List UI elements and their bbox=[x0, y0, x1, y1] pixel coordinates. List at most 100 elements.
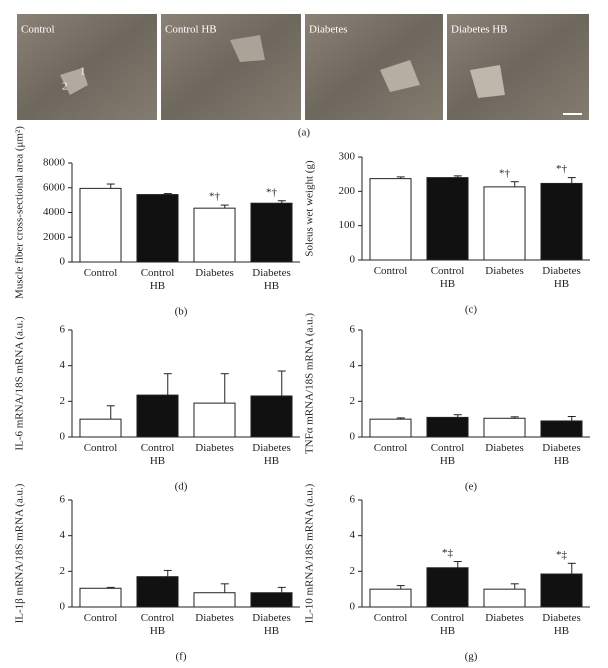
x-tick-label: Control HB bbox=[431, 442, 465, 467]
y-axis-label: TNFα mRNA/18S mRNA (a.u.) bbox=[304, 313, 316, 454]
significance-marker: *† bbox=[209, 191, 221, 203]
y-tick-label: 6 bbox=[60, 494, 66, 506]
y-tick-label: 8000 bbox=[43, 157, 66, 169]
panel-label: (d) bbox=[175, 481, 188, 493]
y-axis-label: Soleus wet weight (g) bbox=[304, 160, 316, 257]
x-tick-label: Control bbox=[84, 612, 118, 624]
bar bbox=[250, 592, 293, 608]
x-tick-label: Diabetes bbox=[195, 442, 233, 454]
panel-title: Control HB bbox=[165, 24, 217, 36]
significance-marker: *‡ bbox=[442, 547, 454, 559]
x-tick-label: Diabetes HB bbox=[542, 442, 580, 467]
panel-label: (g) bbox=[465, 651, 478, 663]
y-tick-label: 0 bbox=[350, 431, 356, 443]
bar bbox=[483, 417, 526, 438]
bar bbox=[540, 573, 583, 608]
panel-label: (e) bbox=[465, 481, 478, 493]
x-tick-label: Diabetes bbox=[485, 265, 523, 277]
bar bbox=[193, 592, 236, 608]
bar bbox=[136, 576, 179, 608]
y-tick-label: 100 bbox=[339, 219, 356, 231]
y-tick-label: 6 bbox=[350, 494, 356, 506]
x-tick-label: Diabetes HB bbox=[252, 267, 290, 292]
bar bbox=[426, 567, 469, 608]
fiber bbox=[230, 35, 265, 62]
x-tick-label: Control HB bbox=[141, 267, 175, 292]
y-axis-label: IL-1β mRNA/18S mRNA (a.u.) bbox=[14, 483, 26, 623]
y-axis-label: IL-10 mRNA/18S mRNA (a.u.) bbox=[304, 483, 316, 623]
panel-title: Diabetes HB bbox=[451, 24, 508, 36]
y-tick-label: 200 bbox=[339, 185, 356, 197]
x-tick-label: Control HB bbox=[431, 265, 465, 290]
significance-marker: *‡ bbox=[556, 549, 568, 561]
y-tick-label: 2 bbox=[350, 395, 356, 407]
panel-title: Control bbox=[21, 24, 55, 36]
y-tick-label: 0 bbox=[60, 601, 66, 613]
micrograph bbox=[305, 14, 443, 120]
y-tick-label: 2 bbox=[60, 565, 66, 577]
y-tick-label: 300 bbox=[339, 151, 356, 163]
y-axis-label: IL-6 mRNA/18S mRNA (a.u.) bbox=[14, 316, 26, 450]
x-tick-label: Diabetes HB bbox=[542, 265, 580, 290]
panel-title: Diabetes bbox=[309, 24, 347, 36]
bar bbox=[426, 177, 469, 261]
bar bbox=[136, 194, 179, 263]
fiber bbox=[380, 60, 420, 92]
panel-label: (b) bbox=[175, 306, 188, 318]
x-tick-label: Control HB bbox=[141, 442, 175, 467]
bar bbox=[426, 416, 469, 438]
x-tick-label: Diabetes HB bbox=[252, 612, 290, 637]
bar bbox=[483, 588, 526, 608]
x-tick-label: Diabetes bbox=[195, 267, 233, 279]
panel-label: (c) bbox=[465, 304, 478, 316]
y-tick-label: 0 bbox=[350, 601, 356, 613]
y-tick-label: 4 bbox=[60, 359, 66, 371]
y-tick-label: 4 bbox=[350, 529, 356, 541]
y-tick-label: 4 bbox=[60, 529, 66, 541]
x-tick-label: Control bbox=[374, 265, 408, 277]
micrograph bbox=[17, 14, 157, 120]
significance-marker: *† bbox=[266, 186, 278, 198]
x-tick-label: Control HB bbox=[141, 612, 175, 637]
micrograph bbox=[447, 14, 589, 120]
bar bbox=[193, 207, 236, 263]
bar bbox=[540, 182, 583, 261]
significance-marker: *† bbox=[499, 167, 511, 179]
y-tick-label: 4000 bbox=[43, 206, 66, 218]
y-tick-label: 0 bbox=[350, 254, 356, 266]
y-tick-label: 6000 bbox=[43, 181, 66, 193]
y-tick-label: 2 bbox=[350, 565, 356, 577]
panel-label: (f) bbox=[176, 651, 187, 663]
x-tick-label: Diabetes bbox=[195, 612, 233, 624]
y-tick-label: 4 bbox=[350, 359, 356, 371]
bar bbox=[136, 394, 179, 438]
micrograph bbox=[161, 14, 301, 120]
bar bbox=[369, 588, 412, 608]
bar bbox=[369, 418, 412, 438]
bar bbox=[79, 418, 122, 438]
bar bbox=[540, 420, 583, 438]
y-axis-label: Muscle fiber cross-sectional area (μm²) bbox=[14, 126, 26, 299]
x-tick-label: Control bbox=[374, 612, 408, 624]
y-tick-label: 0 bbox=[60, 431, 66, 443]
fiber bbox=[60, 68, 88, 95]
y-tick-label: 6 bbox=[60, 324, 66, 336]
bar bbox=[250, 395, 293, 438]
fiber-label: 1 bbox=[80, 66, 86, 78]
x-tick-label: Control bbox=[374, 442, 408, 454]
x-tick-label: Diabetes bbox=[485, 442, 523, 454]
y-tick-label: 0 bbox=[60, 256, 66, 268]
bar bbox=[79, 587, 122, 608]
panel-label: (a) bbox=[298, 127, 311, 139]
micrographs: Control Control HB Diabetes Diabetes HB … bbox=[17, 14, 589, 120]
y-tick-label: 2 bbox=[60, 395, 66, 407]
x-tick-label: Diabetes HB bbox=[542, 612, 580, 637]
y-tick-label: 2000 bbox=[43, 231, 66, 243]
x-tick-label: Diabetes HB bbox=[252, 442, 290, 467]
bar bbox=[250, 202, 293, 263]
fiber bbox=[470, 65, 505, 98]
bar bbox=[79, 187, 122, 263]
y-tick-label: 6 bbox=[350, 324, 356, 336]
x-tick-label: Diabetes bbox=[485, 612, 523, 624]
